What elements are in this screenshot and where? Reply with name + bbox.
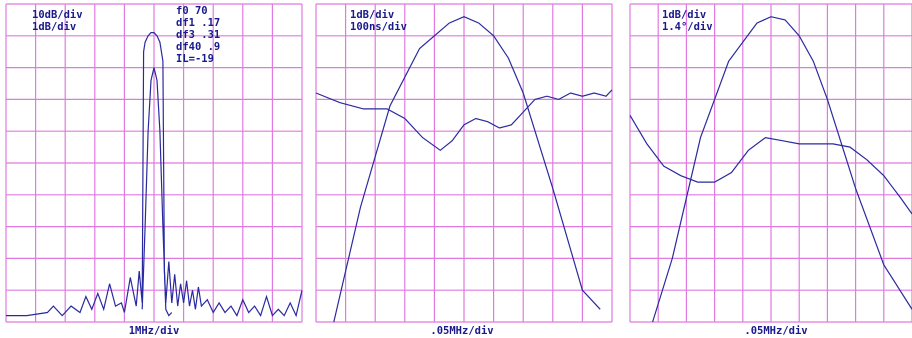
series-line-2 [629, 114, 912, 215]
series-line-2 [315, 89, 613, 152]
series-line-1 [652, 16, 912, 323]
chart-panel-passband-phase: 1dB/div 1.4°/div .05MHz/div [629, 3, 912, 337]
grid [5, 3, 303, 323]
readout-il: IL=-19 [176, 53, 214, 65]
annotation-scale-1: 1dB/div [350, 9, 394, 21]
traces [629, 16, 912, 323]
series-line-1 [6, 31, 303, 318]
series-line-1 [333, 16, 601, 323]
traces [6, 31, 303, 318]
x-axis-label: .05MHz/div [430, 325, 493, 337]
readout-df1: df1 .17 [176, 17, 220, 29]
grid [629, 3, 912, 323]
readout-f0: f0 70 [176, 5, 208, 17]
readout-df40: df40 .9 [176, 41, 220, 53]
annotation-scale-2: 100ns/div [350, 21, 407, 33]
chart-panel-filter-response: 10dB/div 1dB/div f0 70 df1 .17 df3 .31 d… [5, 3, 303, 337]
annotation-scale-2: 1dB/div [32, 21, 76, 33]
chart-panel-passband-delay: 1dB/div 100ns/div .05MHz/div [315, 3, 613, 337]
series-line-2 [141, 67, 173, 317]
traces [315, 16, 613, 323]
x-axis-label: 1MHz/div [129, 325, 180, 337]
readout-df3: df3 .31 [176, 29, 220, 41]
x-axis-label: .05MHz/div [744, 325, 807, 337]
grid [315, 3, 613, 323]
annotation-scale-1: 1dB/div [662, 9, 706, 21]
annotation-scale-1: 10dB/div [32, 9, 83, 21]
annotation-scale-2: 1.4°/div [662, 21, 713, 33]
